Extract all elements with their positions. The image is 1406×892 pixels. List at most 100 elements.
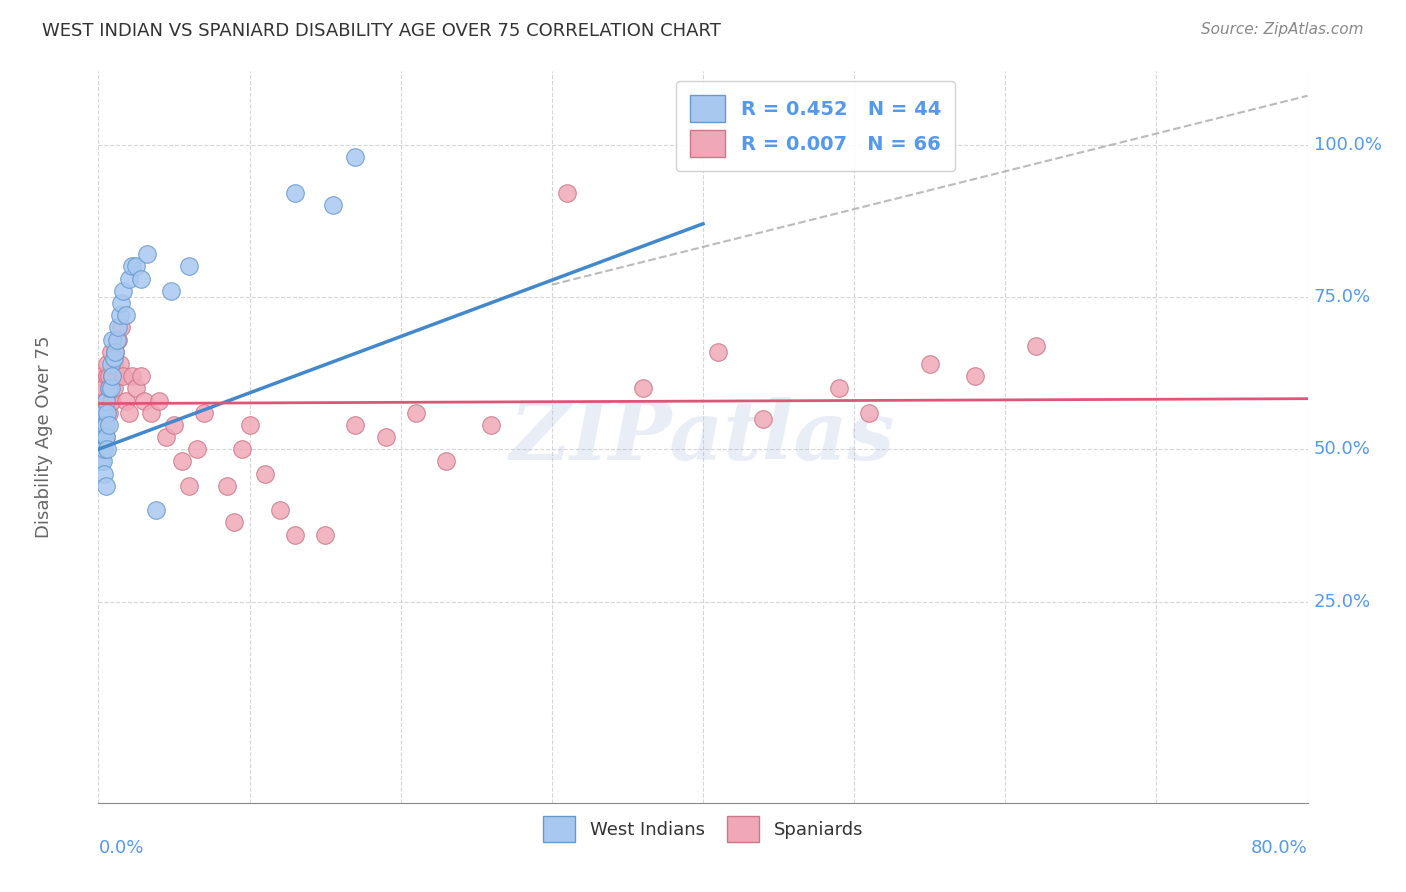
Point	[110, 320, 132, 334]
Point	[224, 516, 246, 530]
Legend: West Indians, Spaniards: West Indians, Spaniards	[529, 802, 877, 856]
Point	[129, 271, 152, 285]
Point	[93, 442, 115, 457]
Point	[322, 198, 344, 212]
Point	[148, 393, 170, 408]
Point	[94, 430, 117, 444]
Point	[104, 344, 127, 359]
Point	[98, 406, 121, 420]
Point	[179, 260, 201, 274]
Point	[91, 417, 114, 432]
Point	[555, 186, 578, 201]
Point	[94, 417, 117, 432]
Point	[114, 308, 136, 322]
Point	[163, 417, 186, 432]
Point	[93, 381, 115, 395]
Point	[284, 186, 307, 201]
Point	[405, 406, 427, 420]
Point	[129, 369, 152, 384]
Point	[96, 406, 118, 420]
Point	[89, 430, 111, 444]
Point	[91, 393, 114, 408]
Point	[90, 381, 112, 395]
Point	[253, 467, 276, 481]
Point	[94, 430, 117, 444]
Point	[107, 333, 129, 347]
Point	[94, 479, 117, 493]
Point	[108, 357, 131, 371]
Point	[828, 381, 851, 395]
Point	[155, 430, 177, 444]
Point	[90, 454, 112, 468]
Point	[93, 430, 115, 444]
Text: WEST INDIAN VS SPANIARD DISABILITY AGE OVER 75 CORRELATION CHART: WEST INDIAN VS SPANIARD DISABILITY AGE O…	[42, 22, 721, 40]
Point	[105, 369, 128, 384]
Text: Source: ZipAtlas.com: Source: ZipAtlas.com	[1201, 22, 1364, 37]
Point	[100, 393, 122, 408]
Point	[269, 503, 291, 517]
Point	[101, 369, 124, 384]
Point	[100, 357, 122, 371]
Point	[170, 454, 193, 468]
Point	[94, 393, 117, 408]
Point	[93, 406, 115, 420]
Point	[90, 442, 112, 457]
Point	[374, 430, 396, 444]
Text: 50.0%: 50.0%	[1313, 441, 1371, 458]
Point	[101, 369, 124, 384]
Point	[101, 393, 124, 408]
Point	[100, 344, 122, 359]
Point	[93, 417, 115, 432]
Point	[103, 381, 125, 395]
Point	[94, 393, 117, 408]
Text: ZIPatlas: ZIPatlas	[510, 397, 896, 477]
Point	[215, 479, 238, 493]
Point	[118, 271, 141, 285]
Point	[125, 260, 148, 274]
Point	[105, 333, 128, 347]
Point	[284, 527, 307, 541]
Text: 100.0%: 100.0%	[1313, 136, 1382, 153]
Point	[94, 417, 117, 432]
Point	[132, 393, 155, 408]
Point	[90, 369, 112, 384]
Point	[91, 406, 114, 420]
Text: 80.0%: 80.0%	[1251, 839, 1308, 857]
Point	[103, 357, 125, 371]
Point	[89, 417, 111, 432]
Text: 25.0%: 25.0%	[1313, 592, 1371, 611]
Point	[314, 527, 336, 541]
Point	[918, 357, 941, 371]
Point	[108, 308, 131, 322]
Point	[90, 406, 112, 420]
Point	[1024, 338, 1046, 352]
Point	[93, 467, 115, 481]
Point	[344, 150, 367, 164]
Text: Disability Age Over 75: Disability Age Over 75	[35, 335, 53, 539]
Point	[481, 417, 503, 432]
Point	[98, 369, 121, 384]
Point	[110, 296, 132, 310]
Point	[179, 479, 201, 493]
Point	[98, 417, 121, 432]
Point	[231, 442, 253, 457]
Point	[858, 406, 880, 420]
Point	[89, 393, 111, 408]
Point	[107, 320, 129, 334]
Point	[121, 260, 143, 274]
Point	[631, 381, 654, 395]
Point	[434, 454, 457, 468]
Point	[186, 442, 208, 457]
Point	[141, 406, 163, 420]
Point	[121, 369, 143, 384]
Point	[118, 406, 141, 420]
Point	[96, 442, 118, 457]
Point	[111, 369, 134, 384]
Point	[101, 333, 124, 347]
Point	[98, 381, 121, 395]
Point	[91, 430, 114, 444]
Point	[91, 417, 114, 432]
Point	[344, 417, 367, 432]
Text: 75.0%: 75.0%	[1313, 288, 1371, 306]
Point	[239, 417, 262, 432]
